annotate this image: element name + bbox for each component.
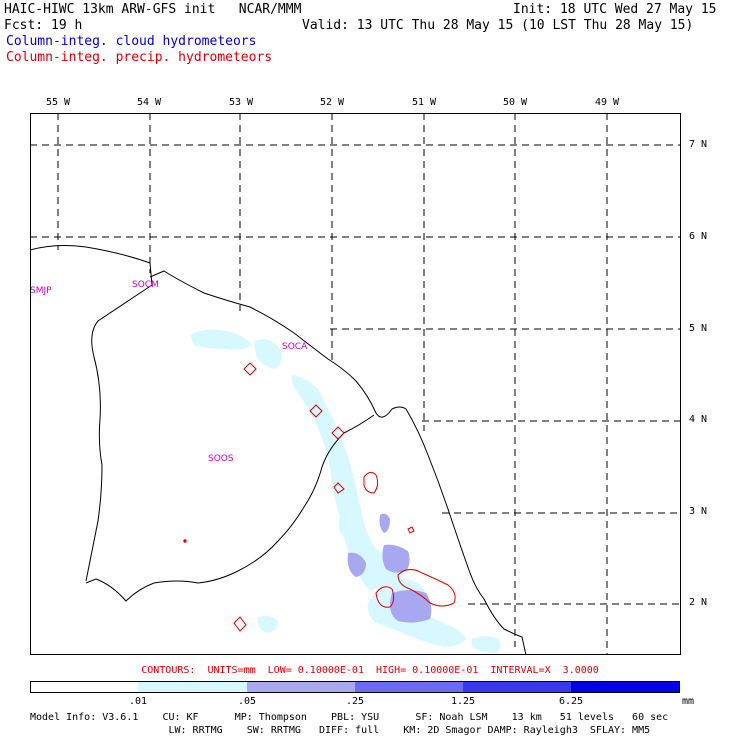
model-info-line1: Model Info: V3.6.1 CU: KF MP: Thompson P… (30, 712, 669, 723)
cloud-shading-medium (347, 513, 432, 623)
colorbar-unit: mm (682, 696, 695, 707)
colorbar-tick-3: 1.25 (450, 696, 476, 707)
lon-label-55w: 55 W (45, 97, 71, 108)
colorbar-bin-2 (247, 681, 355, 693)
lon-label-52w: 52 W (319, 97, 345, 108)
colorbar-tick-2: .25 (345, 696, 365, 707)
colorbar (30, 681, 680, 693)
lat-label-6n: 6 N (689, 231, 708, 242)
station-soca: SOCA (282, 342, 308, 352)
lat-label-2n: 2 N (689, 597, 708, 608)
lat-label-7n: 7 N (689, 139, 708, 150)
colorbar-bin-3 (355, 681, 463, 693)
plot-title: HAIC-HIWC 13km ARW-GFS init NCAR/MMM (4, 2, 302, 17)
station-smjp: SMJP (30, 286, 52, 296)
lon-label-49w: 49 W (594, 97, 620, 108)
station-soos: SOOS (208, 454, 234, 464)
lat-label-3n: 3 N (689, 506, 708, 517)
colorbar-bin-4 (463, 681, 571, 693)
lon-label-51w: 51 W (411, 97, 437, 108)
lon-label-53w: 53 W (228, 97, 254, 108)
colorbar-tick-1: .05 (237, 696, 257, 707)
station-socm: SOCM (132, 280, 159, 290)
lat-label-4n: 4 N (689, 414, 708, 425)
colorbar-bin-1 (138, 681, 247, 693)
field-cloud-label: Column-integ. cloud hydrometeors (6, 34, 257, 49)
colorbar-tick-0: .01 (128, 696, 148, 707)
model-info-line2: LW: RRTMG SW: RRTMG DIFF: full KM: 2D Sm… (30, 725, 651, 736)
map-canvas: SMJP SOCM SOCA SOOS (30, 113, 681, 655)
colorbar-tick-4: 6.25 (558, 696, 584, 707)
colorbar-bin-0 (30, 681, 138, 693)
forecast-hour: 19 h (51, 18, 83, 33)
init-time: Init: 18 UTC Wed 27 May 15 (513, 2, 717, 17)
lon-label-50w: 50 W (502, 97, 528, 108)
contours-info: CONTOURS: UNITS=mm LOW= 0.10000E-01 HIGH… (141, 665, 599, 676)
coastline (30, 245, 527, 655)
field-precip-label: Column-integ. precip. hydrometeors (6, 50, 273, 65)
precip-contours (183, 362, 456, 632)
map-frame (30, 113, 681, 655)
lat-label-5n: 5 N (689, 323, 708, 334)
map-grid (30, 113, 681, 655)
colorbar-bin-5 (571, 681, 680, 693)
valid-time: Valid: 13 UTC Thu 28 May 15 (10 LST Thu … (302, 18, 694, 33)
cloud-shading-light (190, 329, 501, 653)
station-labels: SMJP SOCM SOCA SOOS (30, 280, 308, 464)
forecast-label: Fcst: (4, 18, 44, 33)
lon-label-54w: 54 W (136, 97, 162, 108)
